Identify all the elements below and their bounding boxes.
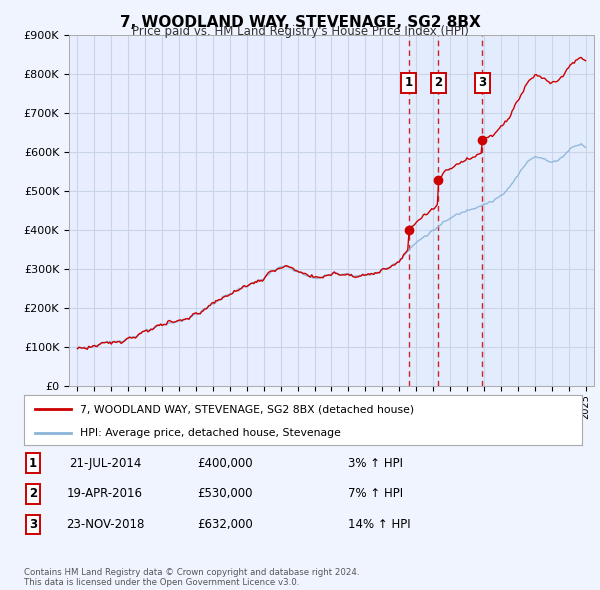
Text: 7% ↑ HPI: 7% ↑ HPI — [348, 487, 403, 500]
Text: 1: 1 — [404, 76, 413, 89]
Text: 1: 1 — [29, 457, 37, 470]
Text: HPI: Average price, detached house, Stevenage: HPI: Average price, detached house, Stev… — [80, 428, 341, 438]
Text: Contains HM Land Registry data © Crown copyright and database right 2024.
This d: Contains HM Land Registry data © Crown c… — [24, 568, 359, 587]
Text: 21-JUL-2014: 21-JUL-2014 — [69, 457, 141, 470]
Bar — [482, 35, 594, 386]
Bar — [409, 35, 438, 386]
Text: 23-NOV-2018: 23-NOV-2018 — [66, 518, 144, 531]
Text: 14% ↑ HPI: 14% ↑ HPI — [348, 518, 410, 531]
Text: £530,000: £530,000 — [197, 487, 253, 500]
Text: Price paid vs. HM Land Registry's House Price Index (HPI): Price paid vs. HM Land Registry's House … — [131, 25, 469, 38]
Text: 3% ↑ HPI: 3% ↑ HPI — [348, 457, 403, 470]
Text: 19-APR-2016: 19-APR-2016 — [67, 487, 143, 500]
Text: 7, WOODLAND WAY, STEVENAGE, SG2 8BX (detached house): 7, WOODLAND WAY, STEVENAGE, SG2 8BX (det… — [80, 404, 414, 414]
Text: 2: 2 — [434, 76, 442, 89]
Bar — [438, 35, 482, 386]
Text: 3: 3 — [29, 518, 37, 531]
Text: £400,000: £400,000 — [197, 457, 253, 470]
Text: 2: 2 — [29, 487, 37, 500]
Text: 3: 3 — [478, 76, 486, 89]
Text: 7, WOODLAND WAY, STEVENAGE, SG2 8BX: 7, WOODLAND WAY, STEVENAGE, SG2 8BX — [119, 15, 481, 30]
Text: £632,000: £632,000 — [197, 518, 253, 531]
